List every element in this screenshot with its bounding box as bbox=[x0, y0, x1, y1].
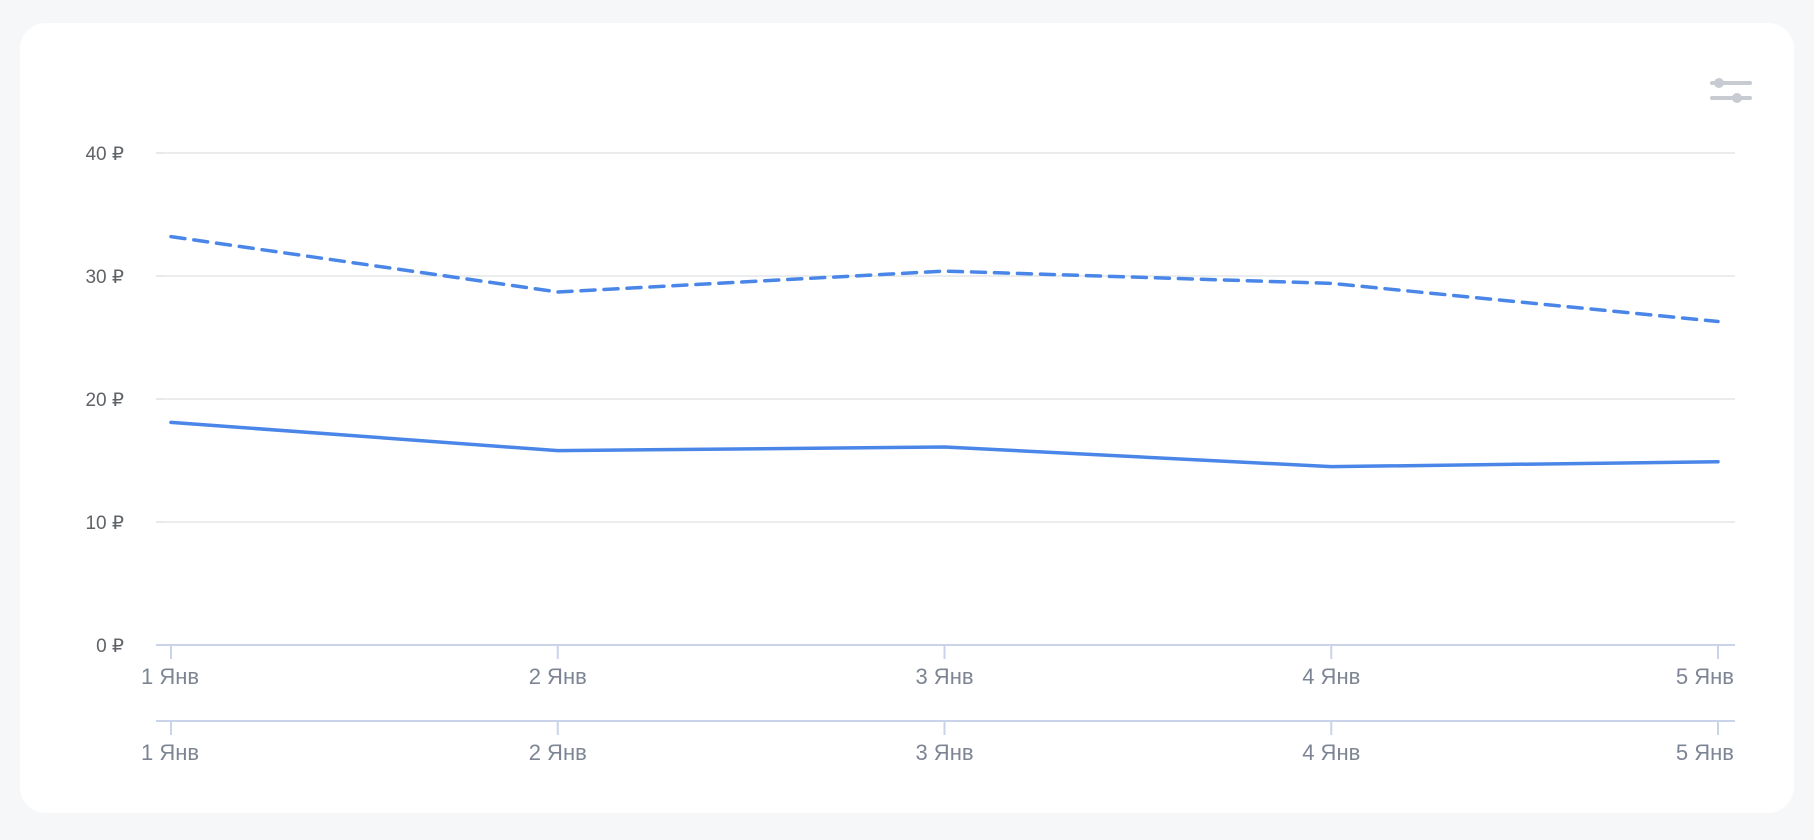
secondary-tick-label: 4 Янв bbox=[1302, 740, 1360, 765]
y-tick-label: 30 ₽ bbox=[85, 267, 124, 288]
y-tick-label: 0 ₽ bbox=[96, 636, 124, 657]
secondary-tick-label: 2 Янв bbox=[529, 740, 587, 765]
y-tick-label: 40 ₽ bbox=[85, 144, 124, 165]
y-tick-label: 20 ₽ bbox=[85, 390, 124, 411]
series-line-dashed bbox=[169, 234, 1720, 324]
x-tick-label: 2 Янв bbox=[529, 664, 587, 689]
secondary-tick-label: 1 Янв bbox=[141, 740, 199, 765]
x-tick-label: 4 Янв bbox=[1302, 664, 1360, 689]
chart-card bbox=[20, 23, 1794, 813]
settings-button[interactable] bbox=[1710, 71, 1754, 111]
x-tick-label: 5 Янв bbox=[1676, 664, 1734, 689]
sliders-icon bbox=[1710, 78, 1752, 103]
x-tick-label: 3 Янв bbox=[915, 664, 973, 689]
y-tick-label: 10 ₽ bbox=[85, 513, 124, 534]
secondary-tick-label: 5 Янв bbox=[1676, 740, 1734, 765]
secondary-tick-label: 3 Янв bbox=[915, 740, 973, 765]
x-tick-label: 1 Янв bbox=[141, 664, 199, 689]
series-line-solid bbox=[169, 420, 1720, 469]
